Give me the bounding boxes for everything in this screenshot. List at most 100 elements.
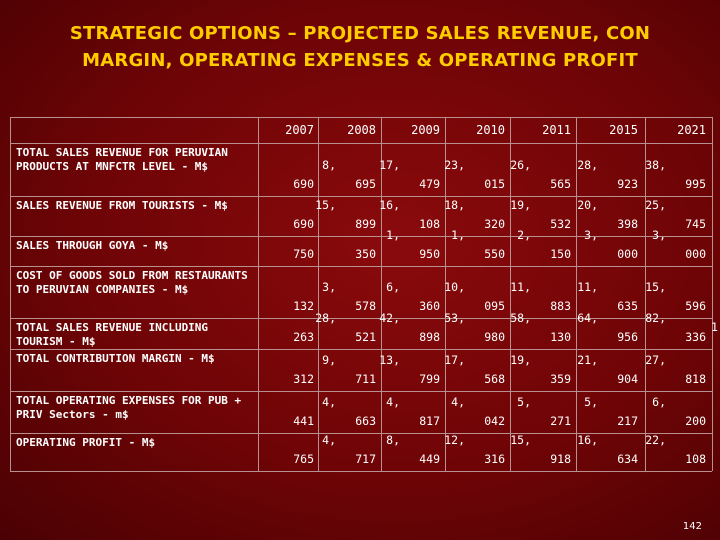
table-cell-value: 13, 799 xyxy=(379,353,440,387)
table-cell-value: 312 xyxy=(293,372,314,386)
table-cell-value-units: 320 xyxy=(484,217,505,231)
table-cell-value: 28, 521 xyxy=(315,311,376,345)
table-cell-value: 22, 108 xyxy=(645,433,706,467)
table-cell-value: 5, 217 xyxy=(578,395,638,429)
table-column-divider xyxy=(445,117,446,471)
table-cell-value-thousands: 4, xyxy=(451,395,465,409)
table-cell-value-units: 904 xyxy=(617,372,638,386)
table-cell-value-units: 695 xyxy=(355,177,376,191)
table-cell-value-units: 000 xyxy=(685,247,706,261)
table-cell-value-units: 550 xyxy=(484,247,505,261)
table-cell-value-thousands: 18, xyxy=(444,198,465,212)
table-cell-value: 9, 711 xyxy=(316,353,376,387)
row-label: COST OF GOODS SOLD FROM RESTAURANTS TO P… xyxy=(16,269,248,296)
table-column-divider xyxy=(510,117,511,471)
row-label: OPERATING PROFIT - M$ xyxy=(16,436,156,449)
table-cell-value-thousands: 5, xyxy=(584,395,598,409)
table-cell-value-thousands: 16, xyxy=(379,198,400,212)
table-cell-value-units: 449 xyxy=(419,452,440,466)
table-row-divider xyxy=(10,471,712,472)
table-cell-value-thousands: 64, xyxy=(577,311,598,325)
table-cell-value-thousands: 4, xyxy=(322,433,336,447)
table-cell-value: 750 xyxy=(293,247,314,261)
row-label: TOTAL SALES REVENUE FOR PERUVIAN PRODUCT… xyxy=(16,146,228,173)
table-cell-value-units: 568 xyxy=(484,372,505,386)
table-cell-value-thousands: 25, xyxy=(645,198,666,212)
table-cell-value-units: 596 xyxy=(685,299,706,313)
table-column-divider xyxy=(381,117,382,471)
table-cell-value: 8, 449 xyxy=(380,433,440,467)
table-cell-value: 21, 904 xyxy=(577,353,638,387)
table-cell-value-units: 015 xyxy=(484,177,505,191)
table-cell-value-thousands: 27, xyxy=(645,353,666,367)
table-cell-value-thousands: 6, xyxy=(386,280,400,294)
table-cell-value: 6, 200 xyxy=(646,395,706,429)
table-cell-value: 82, 336 xyxy=(645,311,706,345)
table-cell-value-thousands: 28, xyxy=(577,158,598,172)
table-column-divider xyxy=(318,117,319,471)
table-cell-value-units: 663 xyxy=(355,414,376,428)
table-cell-value-thousands: 26, xyxy=(510,158,531,172)
table-cell-value-units: 521 xyxy=(355,330,376,344)
table-cell-value-thousands: 9, xyxy=(322,353,336,367)
table-cell-value: 23, 015 xyxy=(444,158,505,192)
table-cell-value-thousands: 22, xyxy=(645,433,666,447)
year-header-2011: 2011 xyxy=(542,123,571,137)
table-cell-value-units: 995 xyxy=(685,177,706,191)
row-label: TOTAL SALES REVENUE INCLUDING TOURISM - … xyxy=(16,321,209,348)
table-cell-value: 1, 550 xyxy=(445,228,505,262)
table-cell-value-units: 108 xyxy=(685,452,706,466)
table-cell-value: 690 xyxy=(293,177,314,191)
table-cell-value-thousands: 6, xyxy=(652,395,666,409)
table-cell-value: 263 xyxy=(293,330,314,344)
table-cell-value-thousands: 19, xyxy=(510,353,531,367)
table-row-divider xyxy=(10,236,712,237)
row-label: SALES REVENUE FROM TOURISTS - M$ xyxy=(16,199,228,212)
table-cell-value: 12, 316 xyxy=(444,433,505,467)
row-label: SALES THROUGH GOYA - M$ xyxy=(16,239,169,252)
table-cell-value-thousands: 19, xyxy=(510,198,531,212)
table-row-divider xyxy=(10,196,712,197)
table-cell-value-thousands: 58, xyxy=(510,311,531,325)
table-cell-value-thousands: 28, xyxy=(315,311,336,325)
table-cell-value: 19, 532 xyxy=(510,198,571,232)
table-cell-value: 25, 745 xyxy=(645,198,706,232)
table-cell-value-units: 745 xyxy=(685,217,706,231)
table-cell-value-thousands: 3, xyxy=(652,228,666,242)
table-cell-value: 8, 695 xyxy=(316,158,376,192)
table-cell-value-units: 565 xyxy=(550,177,571,191)
table-cell-value-thousands: 10, xyxy=(444,280,465,294)
table-cell-value-thousands: 82, xyxy=(645,311,666,325)
overflow-digit: 1 xyxy=(711,320,718,334)
table-cell-value: 38, 995 xyxy=(645,158,706,192)
table-cell-value-thousands: 2, xyxy=(517,228,531,242)
table-column-divider xyxy=(258,117,259,471)
year-header-2008: 2008 xyxy=(347,123,376,137)
table-cell-value-units: 042 xyxy=(484,414,505,428)
table-row-divider xyxy=(10,318,712,319)
table-row-divider xyxy=(10,266,712,267)
table-cell-value-thousands: 5, xyxy=(517,395,531,409)
table-row-divider xyxy=(10,433,712,434)
slide-title-line-2: MARGIN, OPERATING EXPENSES & OPERATING P… xyxy=(82,50,638,71)
table-cell-value: 15, 899 xyxy=(315,198,376,232)
table-cell-value-units: 980 xyxy=(484,330,505,344)
table-cell-value: 4, 042 xyxy=(445,395,505,429)
table-cell-value-units: 217 xyxy=(617,414,638,428)
table-cell-value-units: 271 xyxy=(550,414,571,428)
table-cell-value: 765 xyxy=(293,452,314,466)
page-number: 142 xyxy=(682,521,702,532)
table-row-divider xyxy=(10,143,712,144)
table-cell-value-thousands: 42, xyxy=(379,311,400,325)
table-column-divider xyxy=(10,117,11,471)
table-cell-value-thousands: 53, xyxy=(444,311,465,325)
table-cell-value-thousands: 17, xyxy=(444,353,465,367)
table-cell-value-units: 717 xyxy=(355,452,376,466)
table-cell-value-thousands: 15, xyxy=(315,198,336,212)
table-cell-value-thousands: 15, xyxy=(510,433,531,447)
table-cell-value-thousands: 16, xyxy=(577,433,598,447)
table-cell-value: 4, 663 xyxy=(316,395,376,429)
table-cell-value-units: 883 xyxy=(550,299,571,313)
table-cell-value: 3, 000 xyxy=(646,228,706,262)
